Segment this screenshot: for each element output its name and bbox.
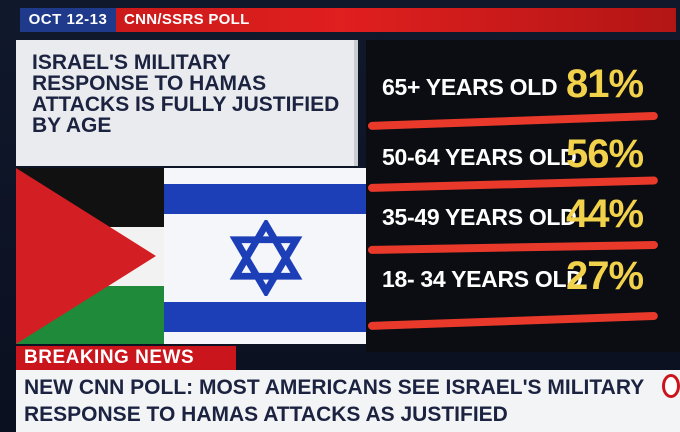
percent-value: 56% xyxy=(566,132,644,176)
israeli-flag-bottom-stripe xyxy=(164,302,366,332)
results-panel: 65+ YEARS OLD 81% 50-64 YEARS OLD 56% 35… xyxy=(366,40,680,352)
palestinian-flag-red-triangle xyxy=(16,168,156,344)
age-group-label: 18- 34 YEARS OLD xyxy=(382,266,583,292)
israeli-flag-top-stripe xyxy=(164,184,366,214)
israeli-flag xyxy=(164,168,366,344)
percent-value: 44% xyxy=(566,192,644,236)
percent-value: 27% xyxy=(566,254,644,298)
age-group-label: 65+ YEARS OLD xyxy=(382,74,558,100)
news-ticker: NEW CNN POLL: MOST AMERICANS SEE ISRAEL'… xyxy=(16,370,680,432)
red-underline-stroke xyxy=(367,311,658,330)
date-tag: OCT 12-13 xyxy=(20,8,116,32)
result-row-18-34: 18- 34 YEARS OLD 27% xyxy=(366,246,680,306)
breaking-news-label: BREAKING NEWS xyxy=(16,346,236,370)
percent-value: 81% xyxy=(566,62,644,106)
star-of-david-icon xyxy=(229,220,303,296)
result-row-65-plus: 65+ YEARS OLD 81% xyxy=(366,54,680,114)
headline-panel: ISRAEL'S MILITARY RESPONSE TO HAMAS ATTA… xyxy=(16,40,358,166)
ticker-headline: NEW CNN POLL: MOST AMERICANS SEE ISRAEL'… xyxy=(24,376,644,426)
network-logo-icon xyxy=(662,374,680,398)
result-row-50-64: 50-64 YEARS OLD 56% xyxy=(366,124,680,184)
poll-headline: ISRAEL'S MILITARY RESPONSE TO HAMAS ATTA… xyxy=(32,51,340,137)
age-group-label: 35-49 YEARS OLD xyxy=(382,204,577,230)
age-group-label: 50-64 YEARS OLD xyxy=(382,144,577,170)
result-row-35-49: 35-49 YEARS OLD 44% xyxy=(366,184,680,244)
poll-source-banner: CNN/SSRS POLL xyxy=(116,8,676,32)
flags-graphic xyxy=(16,168,366,344)
